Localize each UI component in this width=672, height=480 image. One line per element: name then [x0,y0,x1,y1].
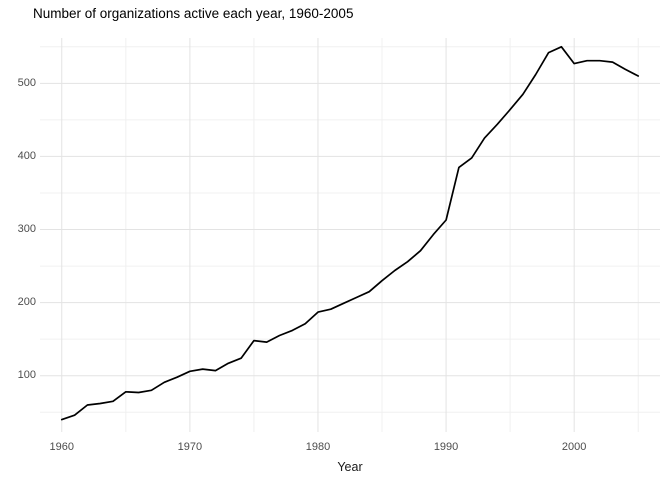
y-tick-label: 300 [17,223,36,236]
x-tick-label: 1980 [305,441,331,453]
y-tick-label: 200 [17,296,36,309]
y-tick-label: 100 [17,369,36,382]
x-tick-label: 2000 [561,441,587,453]
x-tick-label: 1990 [433,441,459,453]
chart-title: Number of organizations active each year… [33,6,354,21]
data-line [60,45,640,421]
x-axis-title: Year [337,460,363,474]
x-tick-label: 1960 [49,441,74,453]
y-tick-label: 500 [17,76,36,89]
x-tick-label: 1970 [177,441,203,453]
y-tick-label: 400 [17,149,36,162]
